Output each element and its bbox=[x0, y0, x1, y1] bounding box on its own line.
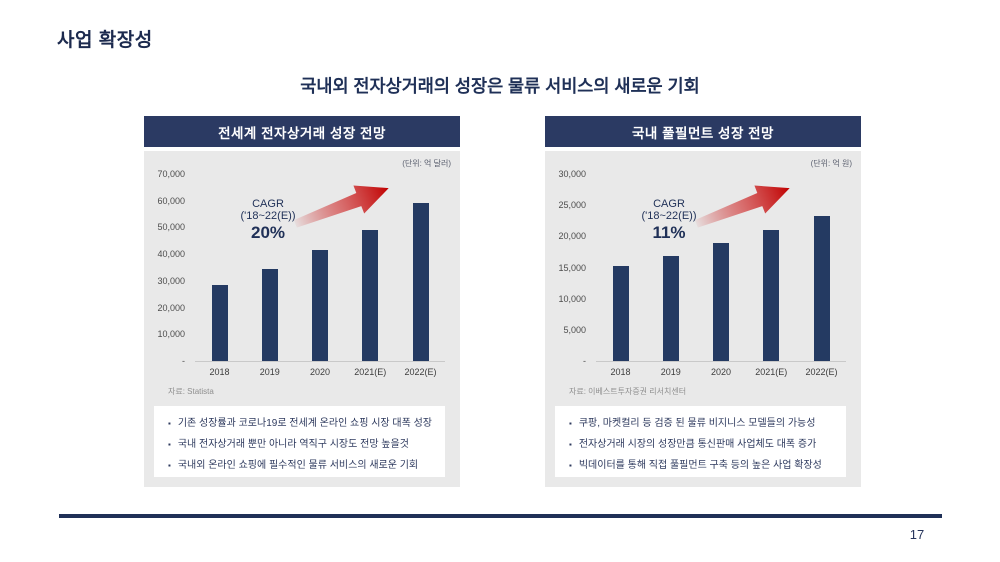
y-axis-tick-label: - bbox=[583, 356, 586, 366]
bullet-marker-icon: ▪ bbox=[168, 461, 171, 470]
bar-2018 bbox=[211, 284, 228, 361]
chart-title: 국내 풀필먼트 성장 전망 bbox=[632, 125, 774, 141]
cagr-label: CAGR bbox=[653, 198, 685, 210]
bar-2018 bbox=[612, 266, 629, 361]
bullet-text: 빅데이터를 통해 직접 풀필먼트 구축 등의 높은 사업 확장성 bbox=[578, 460, 822, 471]
slide-title: 사업 확장성 bbox=[57, 30, 153, 51]
x-axis-tick-label: 2018 bbox=[209, 367, 230, 377]
chart-plot-area: (단위: 억 달러) 70,000 60,000 50,000 40,000 30,00… bbox=[144, 151, 460, 487]
unit-label: (단위: 억 원) bbox=[810, 159, 852, 168]
global-ecommerce-chart-panel: 전세계 전자상거래 성장 전망 (단위: 억 달러) 70,000 60,000 5… bbox=[144, 116, 460, 487]
bullet-marker-icon: ▪ bbox=[569, 461, 572, 470]
y-axis-tick-label: 10,000 bbox=[558, 293, 586, 304]
cagr-annotation: CAGR ('18~22(E)) 11% bbox=[609, 198, 729, 242]
y-axis-tick-label: 30,000 bbox=[157, 275, 185, 286]
bullet-item: ▪ 국내 전자상거래 뿐만 아니라 역직구 시장도 전망 높을것 bbox=[168, 434, 445, 455]
chart-title-bar: 국내 풀필먼트 성장 전망 bbox=[545, 116, 861, 147]
cagr-annotation: CAGR ('18~22(E)) 20% bbox=[208, 198, 328, 242]
source-label: 자료: 이베스트투자증권 리서치센터 bbox=[569, 387, 687, 396]
bullet-item: ▪ 기존 성장률과 코로나19로 전세계 온라인 쇼핑 시장 대폭 성장 bbox=[168, 413, 445, 434]
cagr-label: CAGR bbox=[252, 198, 284, 210]
cagr-range: ('18~22(E)) bbox=[641, 210, 697, 222]
y-axis-tick-label: 50,000 bbox=[157, 222, 185, 233]
bullet-item: ▪ 빅데이터를 통해 직접 풀필먼트 구축 등의 높은 사업 확장성 bbox=[569, 455, 846, 476]
x-axis-tick-label: 2021(E) bbox=[354, 367, 387, 377]
unit-label: (단위: 억 달러) bbox=[402, 159, 451, 168]
x-axis-tick-label: 2020 bbox=[710, 367, 732, 377]
x-axis-tick-label: 2020 bbox=[309, 367, 331, 377]
page-number: 17 bbox=[909, 527, 925, 542]
bullet-item: ▪ 쿠팡, 마켓컬리 등 검증 된 물류 비지니스 모델들의 가능성 bbox=[569, 413, 846, 434]
cagr-value: 11% bbox=[652, 223, 686, 242]
x-axis-tick-label: 2019 bbox=[259, 367, 280, 377]
source-label: 자료: Statista bbox=[168, 387, 214, 396]
y-axis-tick-label: 20,000 bbox=[157, 302, 185, 313]
bar-2019 bbox=[662, 255, 679, 361]
bullet-text: 쿠팡, 마켓컬리 등 검증 된 물류 비지니스 모델들의 가능성 bbox=[578, 418, 816, 429]
x-axis-tick-label: 2022(E) bbox=[805, 367, 838, 377]
y-axis-tick-label: 25,000 bbox=[558, 200, 586, 211]
y-axis-tick-label: 20,000 bbox=[558, 231, 586, 242]
key-points-box: ▪ 기존 성장률과 코로나19로 전세계 온라인 쇼핑 시장 대폭 성장 ▪ 국내 전… bbox=[154, 406, 445, 477]
bullet-item: ▪ 전자상거래 시장의 성장만큼 통신판매 사업체도 대폭 증가 bbox=[569, 434, 846, 455]
cagr-range: ('18~22(E)) bbox=[240, 210, 296, 222]
bullet-marker-icon: ▪ bbox=[569, 440, 572, 449]
chart-title: 전세계 전자상거래 성장 전망 bbox=[218, 125, 386, 141]
chart-title-bar: 전세계 전자상거래 성장 전망 bbox=[144, 116, 460, 147]
y-axis-tick-label: 70,000 bbox=[157, 169, 185, 179]
growth-arrow-icon bbox=[293, 185, 389, 228]
bar-2021(E) bbox=[362, 230, 379, 361]
bar-2022(E) bbox=[813, 216, 830, 361]
x-axis-line bbox=[596, 361, 846, 362]
y-axis-tick-label: 40,000 bbox=[157, 249, 185, 260]
bullet-marker-icon: ▪ bbox=[168, 419, 171, 428]
domestic-fulfillment-chart-panel: 국내 풀필먼트 성장 전망 (단위: 억 원) 30,000 25,000 20,0… bbox=[545, 116, 861, 487]
x-axis-tick-label: 2019 bbox=[660, 367, 681, 377]
x-axis-line bbox=[195, 361, 445, 362]
key-points-box: ▪ 쿠팡, 마켓컬리 등 검증 된 물류 비지니스 모델들의 가능성 ▪ 전자상거래 … bbox=[555, 406, 846, 477]
bullet-text: 국내 전자상거래 뿐만 아니라 역직구 시장도 전망 높을것 bbox=[177, 439, 409, 450]
bullet-text: 전자상거래 시장의 성장만큼 통신판매 사업체도 대폭 증가 bbox=[578, 439, 817, 450]
growth-arrow-icon bbox=[694, 185, 790, 228]
x-axis-tick-label: 2022(E) bbox=[404, 367, 437, 377]
bar-2020 bbox=[312, 250, 328, 361]
bar-2022(E) bbox=[412, 203, 429, 361]
bullet-marker-icon: ▪ bbox=[168, 440, 171, 449]
y-axis-tick-label: - bbox=[182, 356, 185, 366]
bullet-item: ▪ 국내외 온라인 쇼핑에 필수적인 물류 서비스의 새로운 기회 bbox=[168, 455, 445, 476]
bullet-text: 기존 성장률과 코로나19로 전세계 온라인 쇼핑 시장 대폭 성장 bbox=[177, 418, 432, 429]
y-axis-tick-label: 10,000 bbox=[157, 329, 185, 340]
y-axis-tick-label: 30,000 bbox=[558, 169, 586, 179]
y-axis-tick-label: 60,000 bbox=[157, 195, 185, 206]
bullet-marker-icon: ▪ bbox=[569, 419, 572, 428]
x-axis-tick-label: 2021(E) bbox=[755, 367, 788, 377]
x-axis-tick-label: 2018 bbox=[610, 367, 631, 377]
cagr-value: 20% bbox=[250, 223, 286, 242]
y-axis-tick-label: 5,000 bbox=[563, 324, 586, 335]
bar-2020 bbox=[713, 243, 729, 361]
y-axis-tick-label: 15,000 bbox=[558, 262, 586, 273]
slide-subtitle: 국내외 전자상거래의 성장은 물류 서비스의 새로운 기회 bbox=[300, 76, 700, 96]
bar-2019 bbox=[261, 268, 278, 361]
bullet-text: 국내외 온라인 쇼핑에 필수적인 물류 서비스의 새로운 기회 bbox=[177, 460, 419, 471]
chart-plot-area: (단위: 억 원) 30,000 25,000 20,000 15,000 10,000… bbox=[545, 151, 861, 487]
footer-divider bbox=[59, 514, 942, 518]
bar-2021(E) bbox=[763, 230, 780, 361]
